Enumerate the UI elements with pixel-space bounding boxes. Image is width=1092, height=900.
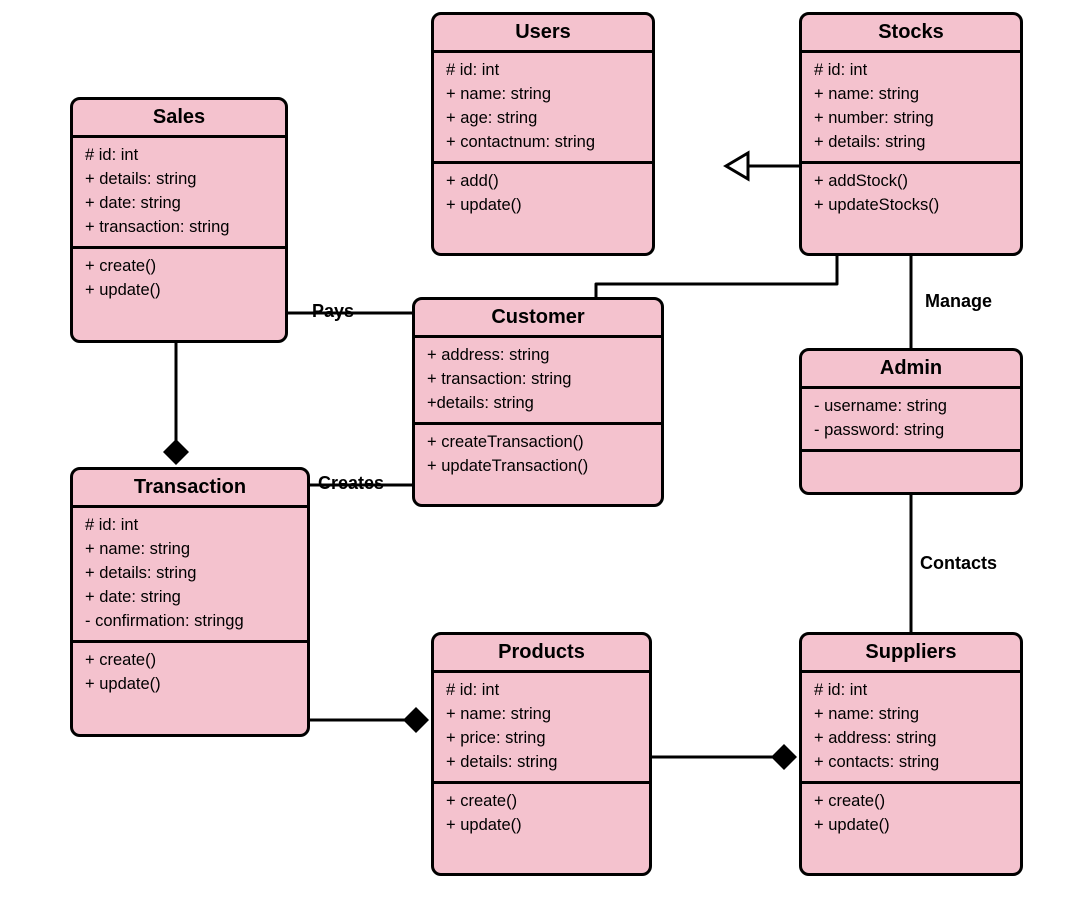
attr-row: - password: string — [814, 419, 1010, 443]
class-stocks-ops: + addStock()+ updateStocks() — [802, 164, 1020, 224]
class-products-ops: + create()+ update() — [434, 784, 649, 844]
attr-row: + details: string — [446, 751, 639, 775]
class-transaction: Transaction # id: int+ name: string+ det… — [70, 467, 310, 737]
op-row: + create() — [85, 255, 275, 279]
class-stocks: Stocks # id: int+ name: string+ number: … — [799, 12, 1023, 256]
attr-row: + contacts: string — [814, 751, 1010, 775]
attr-row: +details: string — [427, 392, 651, 416]
op-row: + addStock() — [814, 170, 1010, 194]
op-row: + create() — [814, 790, 1010, 814]
class-customer-ops: + createTransaction()+ updateTransaction… — [415, 425, 661, 485]
class-customer: Customer + address: string+ transaction:… — [412, 297, 664, 507]
class-admin-ops — [802, 452, 1020, 492]
edge-label-contacts: Contacts — [920, 553, 997, 574]
edge-label-manage: Manage — [925, 291, 992, 312]
attr-row: # id: int — [446, 59, 642, 83]
attr-row: # id: int — [85, 514, 297, 538]
attr-row: + details: string — [814, 131, 1010, 155]
op-row: + update() — [814, 814, 1010, 838]
op-row: + updateTransaction() — [427, 455, 651, 479]
op-row: + add() — [446, 170, 642, 194]
attr-row: + contactnum: string — [446, 131, 642, 155]
attr-row: + name: string — [814, 83, 1010, 107]
class-suppliers: Suppliers # id: int+ name: string+ addre… — [799, 632, 1023, 876]
op-row: + createTransaction() — [427, 431, 651, 455]
attr-row: - username: string — [814, 395, 1010, 419]
attr-row: # id: int — [446, 679, 639, 703]
class-suppliers-ops: + create()+ update() — [802, 784, 1020, 844]
edge-label-creates: Creates — [318, 473, 384, 494]
class-sales-ops: + create()+ update() — [73, 249, 285, 309]
class-products-title: Products — [434, 635, 649, 673]
attr-row: + transaction: string — [85, 216, 275, 240]
attr-row: + transaction: string — [427, 368, 651, 392]
class-products-attrs: # id: int+ name: string+ price: string+ … — [434, 673, 649, 784]
op-row: + update() — [446, 194, 642, 218]
attr-row: + name: string — [814, 703, 1010, 727]
attr-row: + date: string — [85, 192, 275, 216]
class-users-title: Users — [434, 15, 652, 53]
op-row: + update() — [85, 279, 275, 303]
op-row: + create() — [446, 790, 639, 814]
class-users: Users # id: int+ name: string+ age: stri… — [431, 12, 655, 256]
class-suppliers-attrs: # id: int+ name: string+ address: string… — [802, 673, 1020, 784]
class-customer-attrs: + address: string+ transaction: string+d… — [415, 338, 661, 425]
attr-row: + details: string — [85, 562, 297, 586]
op-row: + update() — [446, 814, 639, 838]
attr-row: + details: string — [85, 168, 275, 192]
op-row: + update() — [85, 673, 297, 697]
attr-row: # id: int — [85, 144, 275, 168]
class-sales-title: Sales — [73, 100, 285, 138]
attr-row: + number: string — [814, 107, 1010, 131]
attr-row: + name: string — [446, 703, 639, 727]
class-customer-title: Customer — [415, 300, 661, 338]
attr-row: # id: int — [814, 59, 1010, 83]
class-admin-title: Admin — [802, 351, 1020, 389]
class-admin-attrs: - username: string- password: string — [802, 389, 1020, 452]
edge-label-pays: Pays — [312, 301, 354, 322]
attr-row: + date: string — [85, 586, 297, 610]
uml-canvas: Sales # id: int+ details: string+ date: … — [0, 0, 1092, 900]
attr-row: + age: string — [446, 107, 642, 131]
op-row: + updateStocks() — [814, 194, 1010, 218]
attr-row: + price: string — [446, 727, 639, 751]
class-transaction-title: Transaction — [73, 470, 307, 508]
class-stocks-attrs: # id: int+ name: string+ number: string+… — [802, 53, 1020, 164]
attr-row: # id: int — [814, 679, 1010, 703]
class-sales-attrs: # id: int+ details: string+ date: string… — [73, 138, 285, 249]
attr-row: - confirmation: stringg — [85, 610, 297, 634]
class-stocks-title: Stocks — [802, 15, 1020, 53]
class-users-attrs: # id: int+ name: string+ age: string+ co… — [434, 53, 652, 164]
op-row: + create() — [85, 649, 297, 673]
class-transaction-attrs: # id: int+ name: string+ details: string… — [73, 508, 307, 643]
attr-row: + name: string — [85, 538, 297, 562]
class-transaction-ops: + create()+ update() — [73, 643, 307, 703]
class-admin: Admin - username: string- password: stri… — [799, 348, 1023, 495]
class-products: Products # id: int+ name: string+ price:… — [431, 632, 652, 876]
class-users-ops: + add()+ update() — [434, 164, 652, 224]
attr-row: + address: string — [427, 344, 651, 368]
attr-row: + name: string — [446, 83, 642, 107]
class-sales: Sales # id: int+ details: string+ date: … — [70, 97, 288, 343]
class-suppliers-title: Suppliers — [802, 635, 1020, 673]
attr-row: + address: string — [814, 727, 1010, 751]
